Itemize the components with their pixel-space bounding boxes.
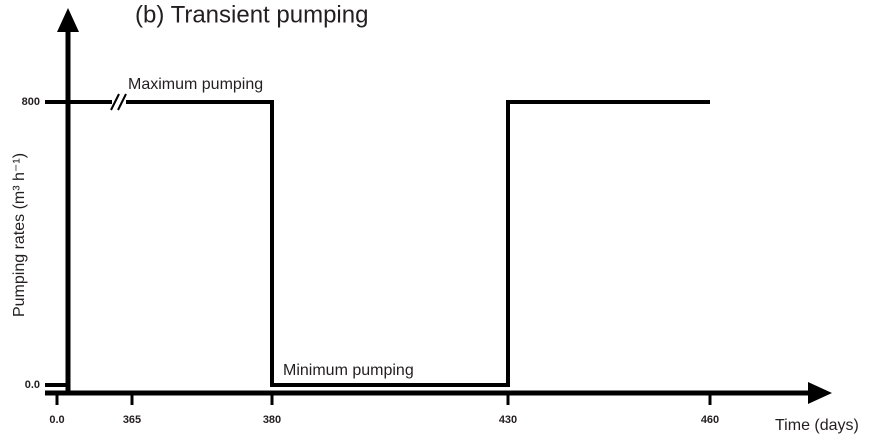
break-mark [117,93,127,111]
x-axis-label: Time (days) [775,417,859,434]
x-tick-label: 365 [123,414,141,426]
x-tick-label: 0.0 [49,414,64,426]
x-axis-arrow [808,382,832,404]
annotation: Minimum pumping [283,362,414,379]
y-tick-label: 0.0 [25,379,40,391]
y-tick-label: 800 [22,96,40,108]
x-tick-label: 460 [701,414,719,426]
chart-title: (b) Transient pumping [135,1,368,28]
annotation: Maximum pumping [128,76,263,93]
data-line [57,100,710,387]
x-tick-label: 380 [263,414,281,426]
x-tick-label: 430 [499,414,517,426]
break-mark [110,93,120,111]
y-axis-arrow [57,8,79,32]
y-axis-label: Pumping rates (m³ h⁻¹) [11,153,28,317]
